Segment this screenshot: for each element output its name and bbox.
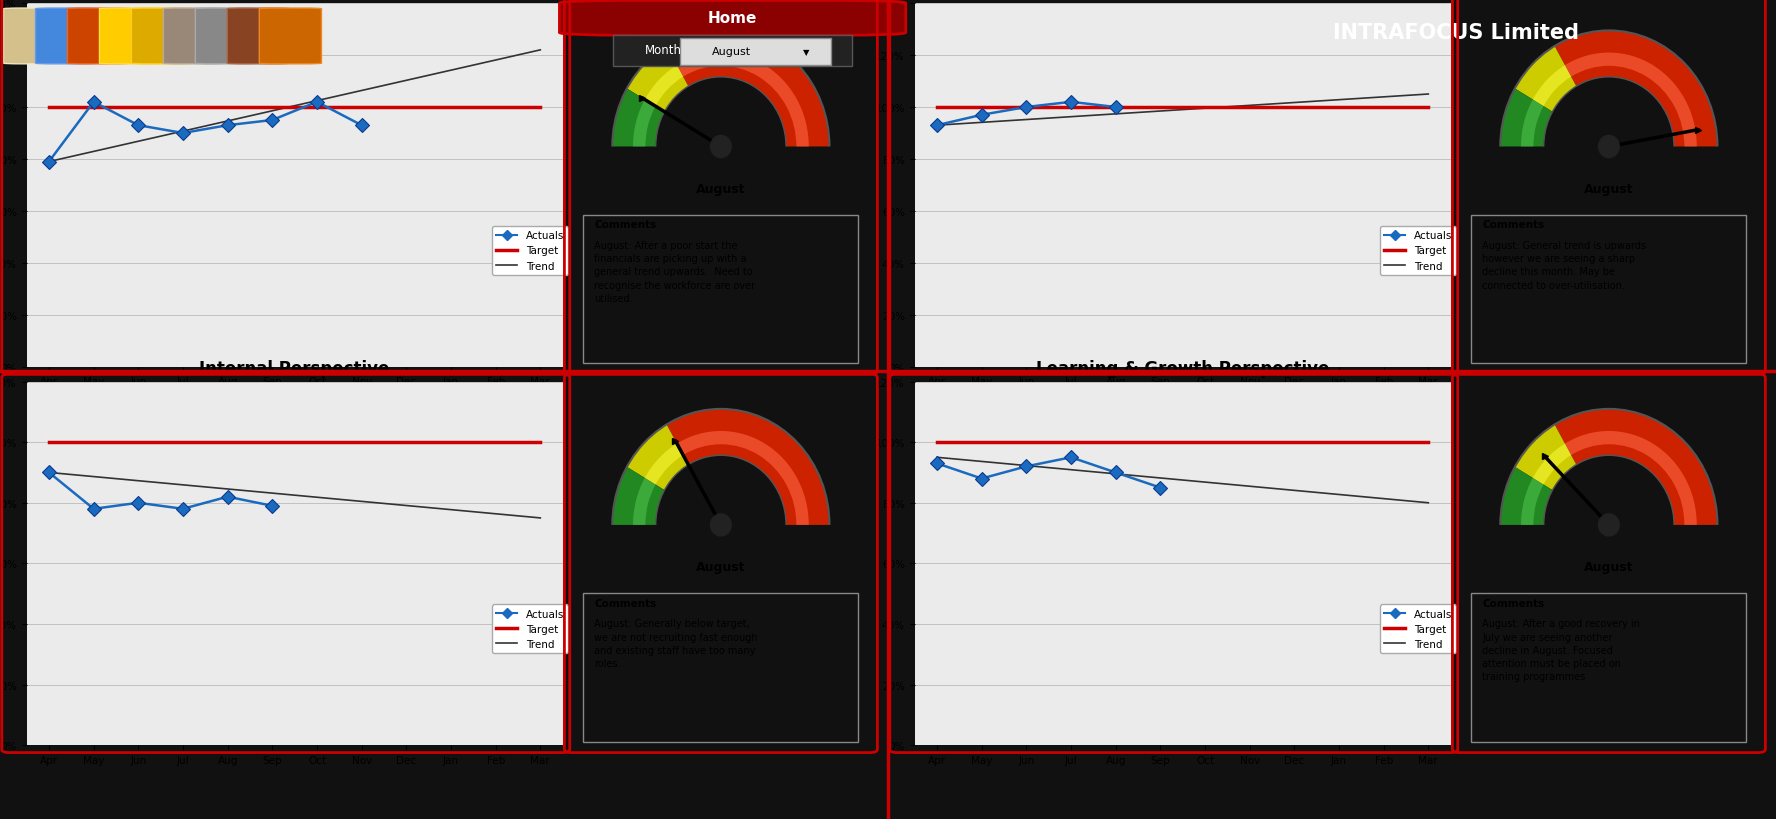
Text: August: August: [1584, 561, 1634, 573]
Wedge shape: [645, 66, 684, 107]
Wedge shape: [1533, 66, 1572, 107]
Wedge shape: [1554, 410, 1717, 525]
Text: INTRAFOCUS Limited: INTRAFOCUS Limited: [1334, 24, 1579, 43]
Text: Month: Month: [645, 44, 682, 57]
Wedge shape: [666, 31, 829, 147]
Text: August: Generally below target,
we are not recruiting fast enough
and existing s: August: Generally below target, we are n…: [595, 618, 758, 668]
FancyBboxPatch shape: [36, 9, 98, 65]
FancyBboxPatch shape: [195, 9, 258, 65]
Legend: Actuals, Target, Trend: Actuals, Target, Trend: [492, 227, 568, 275]
Wedge shape: [1520, 101, 1543, 147]
FancyBboxPatch shape: [4, 9, 66, 65]
Wedge shape: [1515, 47, 1577, 112]
Wedge shape: [645, 444, 684, 485]
Text: ▼: ▼: [803, 48, 810, 57]
Text: Comments: Comments: [595, 598, 657, 608]
FancyBboxPatch shape: [67, 9, 130, 65]
FancyBboxPatch shape: [131, 9, 194, 65]
Wedge shape: [677, 432, 808, 525]
Text: August: After a poor start the
financials are picking up with a
general trend up: August: After a poor start the financial…: [595, 241, 755, 303]
FancyBboxPatch shape: [99, 9, 162, 65]
Wedge shape: [627, 425, 689, 491]
FancyBboxPatch shape: [227, 9, 289, 65]
Text: August: August: [696, 183, 746, 196]
Title: Learning & Growth Perspective: Learning & Growth Perspective: [1035, 360, 1328, 378]
FancyBboxPatch shape: [163, 9, 226, 65]
Circle shape: [710, 136, 732, 158]
Text: August: August: [712, 48, 751, 57]
Circle shape: [1598, 136, 1620, 158]
Text: Home: Home: [709, 11, 757, 26]
Wedge shape: [1565, 53, 1696, 147]
Legend: Actuals, Target, Trend: Actuals, Target, Trend: [492, 604, 568, 654]
Text: Comments: Comments: [1483, 219, 1545, 230]
Wedge shape: [632, 478, 655, 525]
Text: August: August: [1584, 183, 1634, 196]
Wedge shape: [1554, 31, 1717, 147]
Wedge shape: [666, 410, 829, 525]
Wedge shape: [1501, 468, 1552, 525]
Circle shape: [1598, 514, 1620, 536]
Wedge shape: [1501, 89, 1552, 147]
Text: August: General trend is upwards
however we are seeing a sharp
decline this mont: August: General trend is upwards however…: [1483, 241, 1646, 290]
Circle shape: [710, 514, 732, 536]
Text: Comments: Comments: [1483, 598, 1545, 608]
Legend: Actuals, Target, Trend: Actuals, Target, Trend: [1380, 227, 1456, 275]
FancyBboxPatch shape: [613, 36, 852, 67]
Wedge shape: [632, 101, 655, 147]
Wedge shape: [1515, 425, 1577, 491]
Wedge shape: [613, 468, 664, 525]
FancyBboxPatch shape: [559, 2, 906, 36]
Text: August: After a good recovery in
July we are seeing another
decline in August. F: August: After a good recovery in July we…: [1483, 618, 1641, 681]
Wedge shape: [1565, 432, 1696, 525]
Wedge shape: [1520, 478, 1543, 525]
Wedge shape: [1533, 444, 1572, 485]
Wedge shape: [677, 53, 808, 147]
FancyBboxPatch shape: [680, 39, 831, 66]
Legend: Actuals, Target, Trend: Actuals, Target, Trend: [1380, 604, 1456, 654]
Title: Internal Perspective: Internal Perspective: [199, 360, 389, 378]
Wedge shape: [627, 47, 689, 112]
FancyBboxPatch shape: [259, 9, 321, 65]
Text: August: August: [696, 561, 746, 573]
Text: Comments: Comments: [595, 219, 657, 230]
Wedge shape: [613, 89, 664, 147]
